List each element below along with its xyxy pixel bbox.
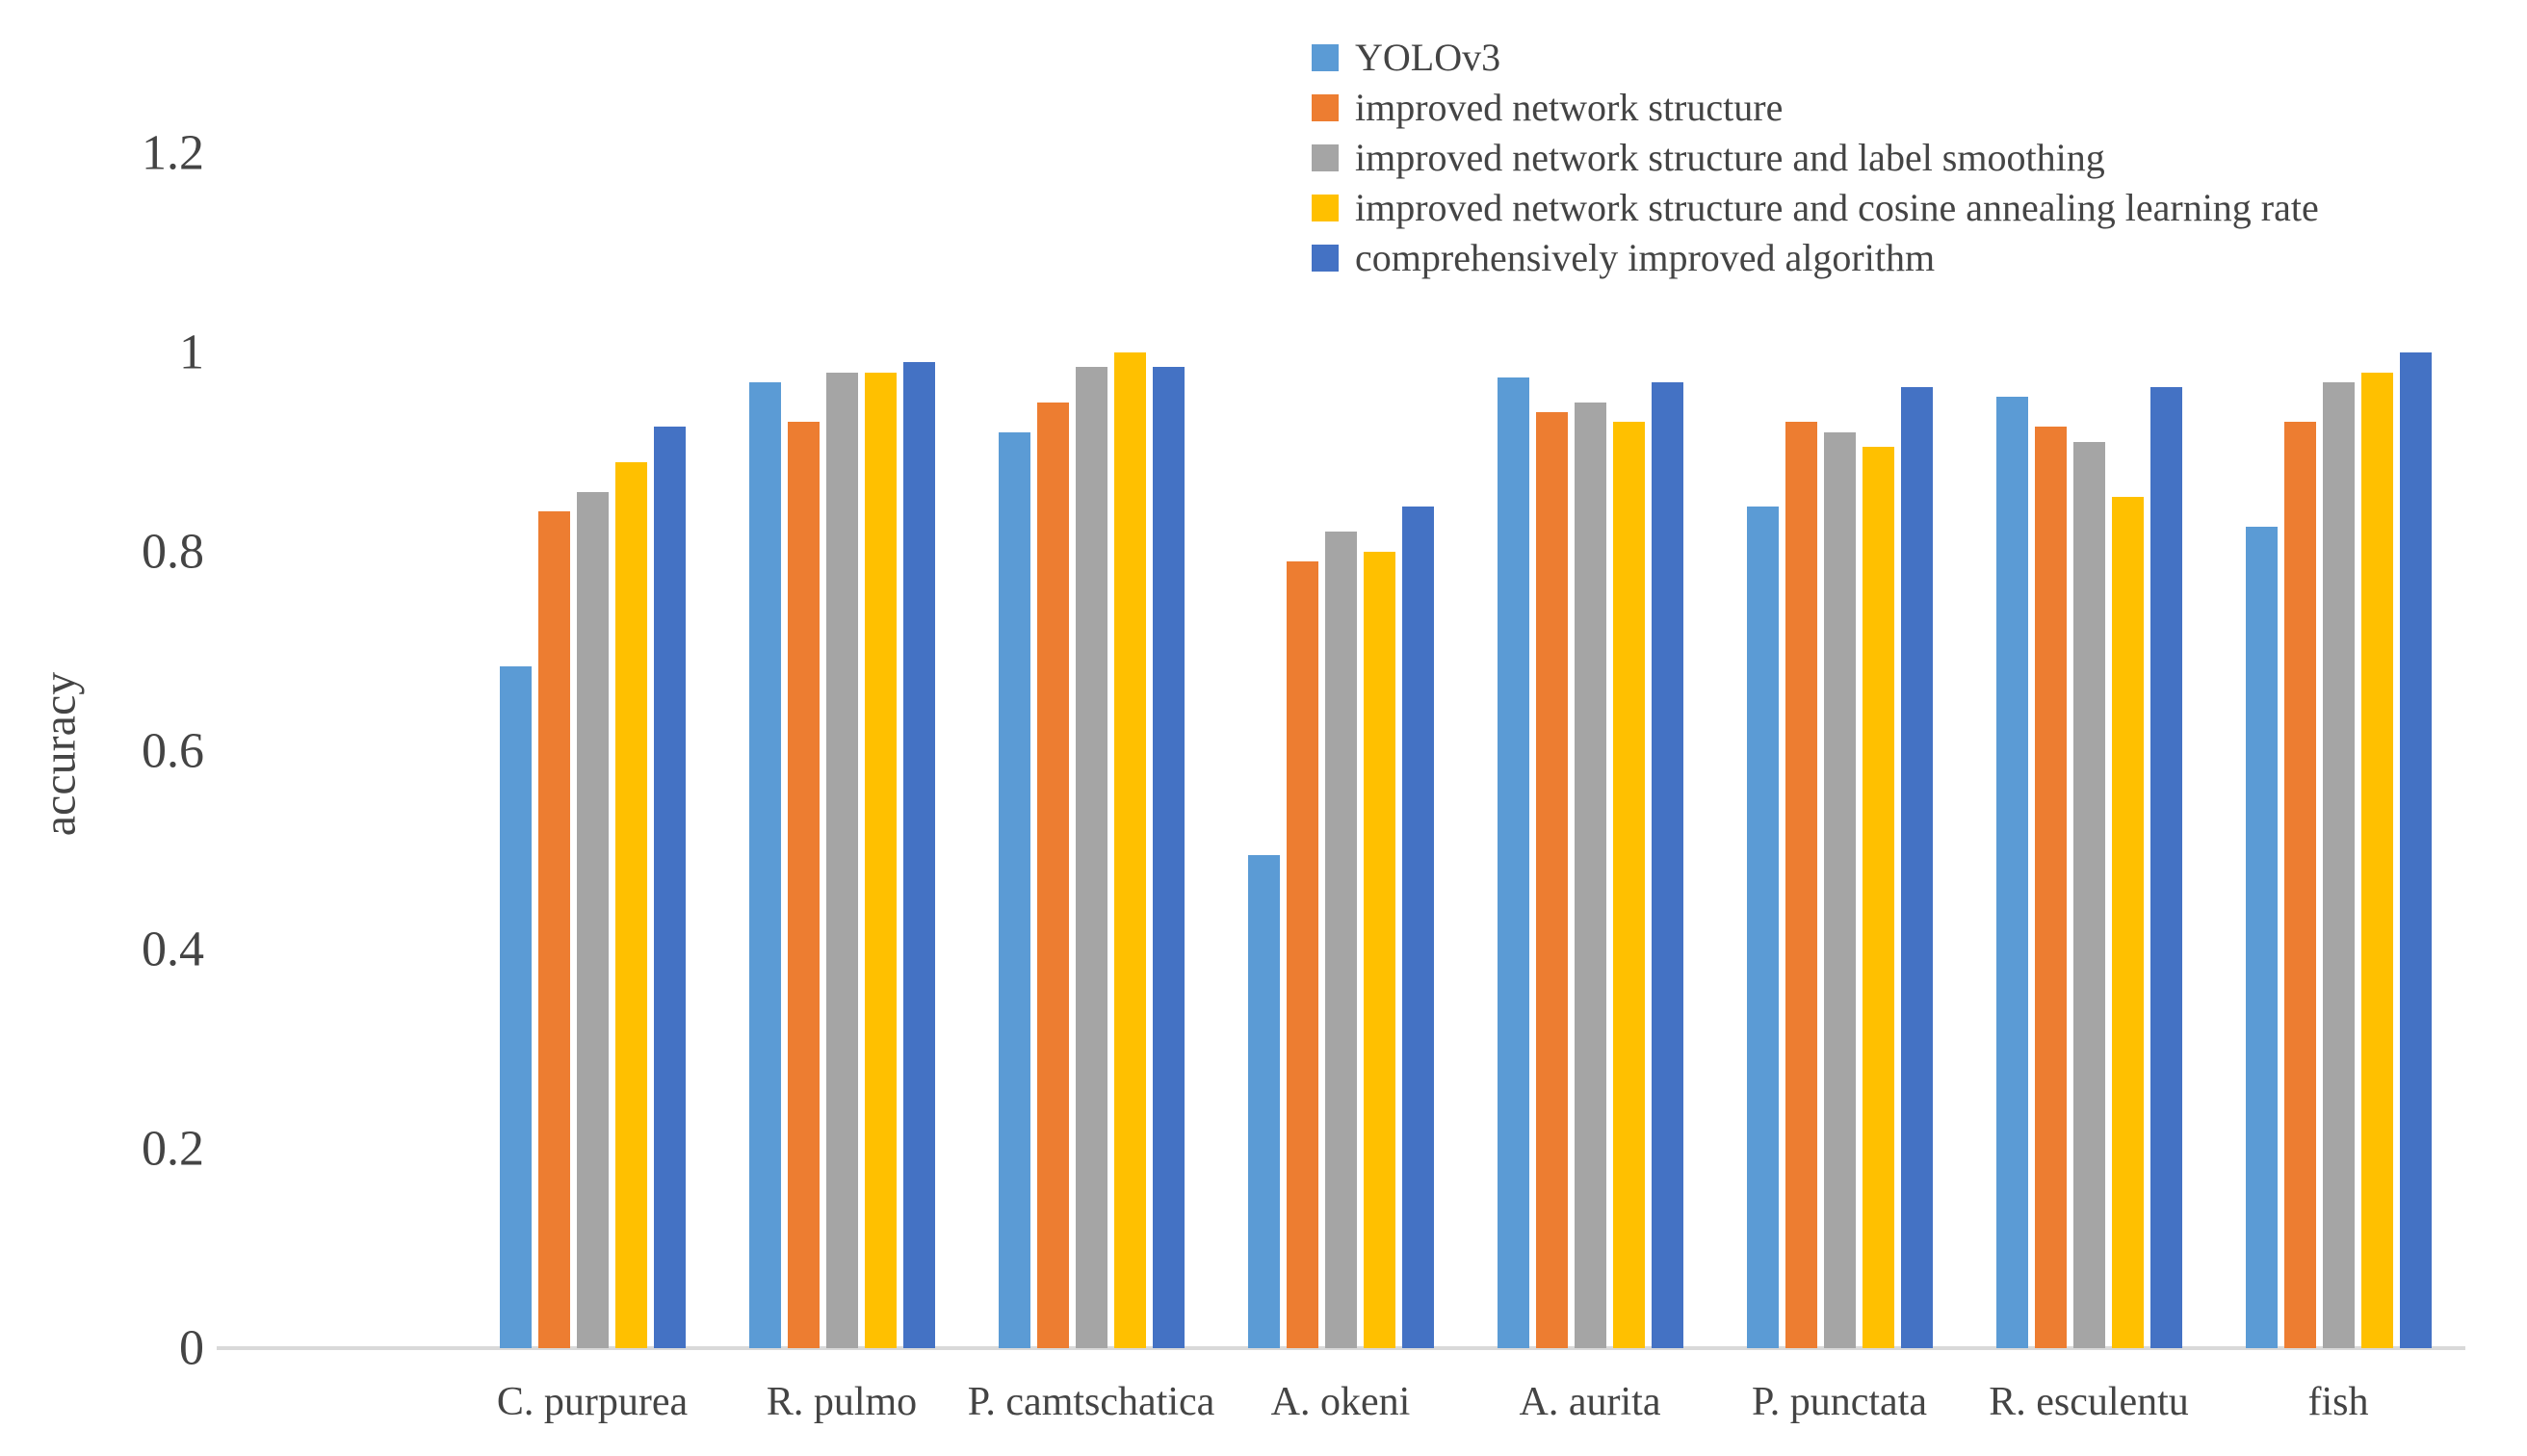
y-tick-label: 1 [179, 325, 204, 380]
legend-item: comprehensively improved algorithm [1312, 236, 2319, 279]
bar [2399, 351, 2432, 1348]
legend-label: improved network structure and label smo… [1355, 136, 2105, 179]
x-axis-label: R. esculentu [1989, 1380, 2189, 1424]
bar [1651, 381, 1683, 1348]
x-axis-label: A. okeni [1270, 1380, 1411, 1424]
bar [1324, 531, 1357, 1348]
bar [1535, 411, 1568, 1348]
bar [1247, 855, 1280, 1348]
bar-group [2199, 153, 2478, 1348]
legend-label: improved network structure [1355, 86, 1784, 129]
bar [1152, 367, 1185, 1348]
y-tick-label: 0.2 [142, 1121, 204, 1177]
bar-group [453, 153, 732, 1348]
legend-item: improved network structure and cosine an… [1312, 186, 2319, 229]
legend-item: YOLOv3 [1312, 36, 2319, 79]
bar [1286, 561, 1318, 1348]
bar [998, 431, 1030, 1348]
bar [614, 461, 647, 1348]
bar [1995, 397, 2028, 1348]
bar [1401, 507, 1434, 1348]
bar [2283, 422, 2316, 1348]
y-tick-label: 0.6 [142, 723, 204, 779]
y-tick-label: 1.2 [142, 125, 204, 181]
bar [1497, 377, 1529, 1348]
bar [2360, 372, 2393, 1348]
bar [902, 362, 935, 1348]
x-axis-label: A. aurita [1519, 1380, 1661, 1424]
legend-label: YOLOv3 [1355, 36, 1501, 79]
bar [864, 372, 897, 1348]
bar [1574, 402, 1606, 1348]
bar-group [702, 153, 981, 1348]
bar [1113, 351, 1146, 1348]
bar-group [1201, 153, 1480, 1348]
bar [2111, 496, 2144, 1348]
bar [825, 372, 858, 1348]
legend-item: improved network structure [1312, 86, 2319, 129]
legend: YOLOv3 improved network structure improved… [1312, 36, 2319, 279]
legend-swatch-icon [1312, 93, 1339, 121]
x-axis-label: fish [2307, 1380, 2369, 1424]
x-axis-label: P. punctata [1752, 1380, 1927, 1424]
bar [787, 422, 820, 1348]
bar [1862, 447, 1894, 1348]
legend-swatch-icon [1312, 194, 1339, 221]
bar [1363, 551, 1395, 1348]
bar [748, 381, 781, 1348]
y-tick-label: 0 [179, 1320, 204, 1376]
y-tick-label: 0.8 [142, 524, 204, 580]
x-axis-line [217, 1346, 2465, 1350]
legend-swatch-icon [1312, 143, 1339, 171]
bar [2245, 526, 2278, 1348]
legend-item: improved network structure and label smo… [1312, 136, 2319, 179]
x-axis-label: R. pulmo [766, 1380, 918, 1424]
bar-group [1949, 153, 2228, 1348]
bar [499, 665, 532, 1348]
y-tick-label: 0.4 [142, 922, 204, 977]
bar [1785, 422, 1817, 1348]
bar-group [1700, 153, 1979, 1348]
legend-label: comprehensively improved algorithm [1355, 236, 1936, 279]
bar [2149, 387, 2182, 1348]
bar [653, 427, 686, 1348]
legend-label: improved network structure and cosine an… [1355, 186, 2319, 229]
bar [1036, 402, 1069, 1348]
bar [1612, 422, 1645, 1348]
legend-swatch-icon [1312, 43, 1339, 71]
bar [2322, 381, 2355, 1348]
bar [1823, 431, 1856, 1348]
bar [576, 491, 609, 1348]
x-axis-label: C. purpurea [496, 1380, 689, 1424]
bar [2072, 441, 2105, 1348]
bar-group [951, 153, 1231, 1348]
bar [537, 511, 570, 1348]
bar [2034, 427, 2067, 1348]
legend-swatch-icon [1312, 244, 1339, 272]
bar [1746, 507, 1779, 1348]
bar [1900, 387, 1933, 1348]
plot-area [0, 153, 2527, 1348]
x-axis-label: P. camtschatica [967, 1380, 1215, 1424]
bar [1075, 367, 1107, 1348]
bar-group [1450, 153, 1730, 1348]
